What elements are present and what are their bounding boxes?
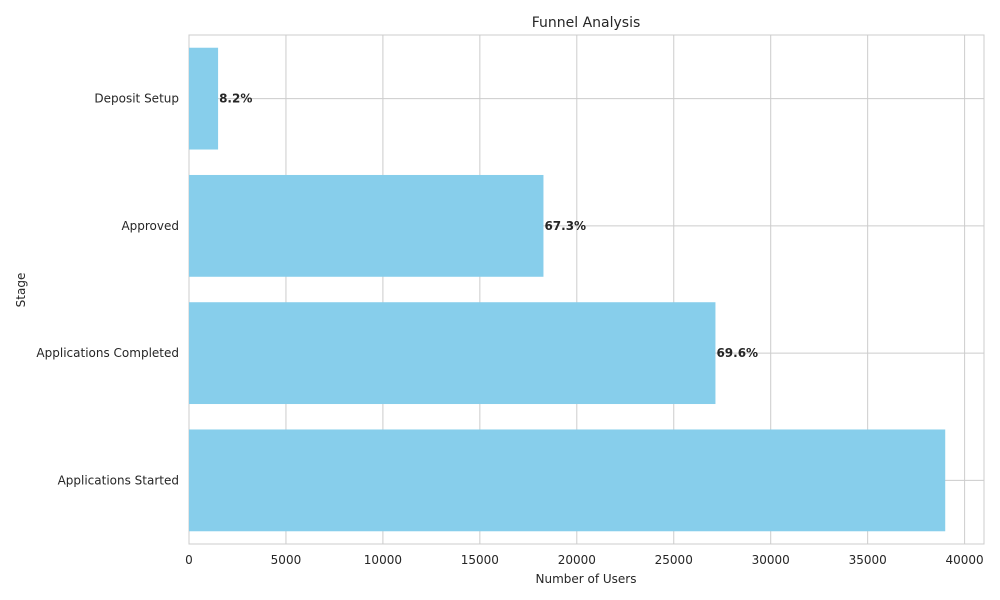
y-tick-labels: Applications Started Applications Complet… (36, 92, 179, 488)
y-axis-label: Stage (14, 273, 28, 308)
x-tick-label: 5000 (271, 553, 302, 567)
x-tick-label: 15000 (461, 553, 499, 567)
bar-data-label: 67.3% (544, 219, 586, 233)
bar (189, 429, 946, 532)
x-tick-labels: 0 5000 10000 15000 20000 25000 30000 35000 40000 (185, 553, 984, 567)
data-labels: 69.6% 67.3% 8.2% (219, 92, 758, 361)
bar (189, 302, 716, 405)
x-tick-label: 35000 (849, 553, 887, 567)
x-tick-label: 40000 (946, 553, 984, 567)
x-tick-label: 10000 (364, 553, 402, 567)
y-tick-label: Applications Started (58, 473, 179, 487)
y-tick-label: Applications Completed (36, 346, 179, 360)
bar-data-label: 8.2% (219, 92, 252, 106)
x-tick-label: 25000 (655, 553, 693, 567)
x-tick-label: 20000 (558, 553, 596, 567)
bar-data-label: 69.6% (716, 346, 758, 360)
x-axis-label: Number of Users (535, 572, 636, 586)
bars (189, 47, 946, 532)
bar (189, 174, 544, 277)
y-tick-label: Deposit Setup (94, 92, 179, 106)
x-tick-label: 0 (185, 553, 193, 567)
x-tick-label: 30000 (752, 553, 790, 567)
chart-title: Funnel Analysis (532, 15, 641, 31)
bar (189, 47, 219, 150)
y-tick-label: Approved (121, 219, 179, 233)
